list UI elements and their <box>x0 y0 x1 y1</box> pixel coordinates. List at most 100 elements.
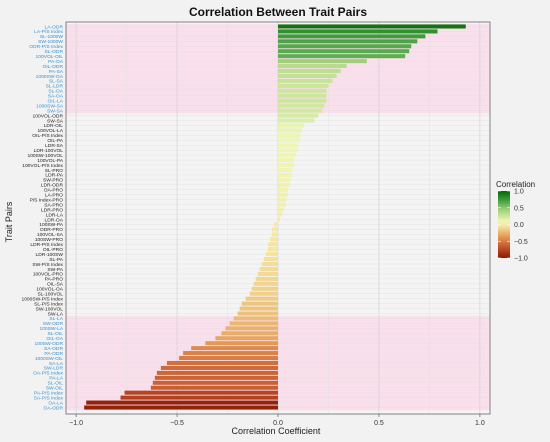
y-tick-label: 1000SW-SA <box>36 103 64 109</box>
y-tick-label: ODR-PRO <box>40 227 63 233</box>
y-tick-label: P/S Index-PRO <box>30 197 64 203</box>
bar <box>278 138 301 143</box>
y-tick-label: 100VOL-LA <box>37 128 63 134</box>
y-tick-label: 100VOL-SA <box>37 232 64 238</box>
bar <box>150 385 278 390</box>
bar <box>278 83 329 88</box>
y-tick-label: OIL-SA <box>47 282 64 288</box>
y-tick-label: LDR-P/S Index <box>30 242 63 248</box>
bar <box>154 375 278 380</box>
bar <box>183 351 278 356</box>
bar <box>278 133 301 138</box>
bar <box>215 336 278 341</box>
bar <box>278 148 299 153</box>
bar <box>278 118 315 123</box>
bar <box>265 252 278 257</box>
bar <box>278 212 283 217</box>
x-tick-label: 1.0 <box>475 420 485 427</box>
bar <box>120 395 278 400</box>
bar <box>160 365 278 370</box>
bar <box>278 108 323 113</box>
bar <box>271 227 278 232</box>
chart-title: Correlation Between Trait Pairs <box>189 5 367 19</box>
y-tick-label: LDR-OA <box>45 217 64 223</box>
y-tick-label: LA-PRO <box>45 193 63 199</box>
y-tick-label: SW-OIL <box>46 386 64 392</box>
y-tick-label: LDR-100SW <box>36 252 64 258</box>
bar <box>278 59 367 64</box>
bar <box>251 286 278 291</box>
y-tick-label: ODR-P/S Index <box>29 44 63 50</box>
x-tick-label: −0.5 <box>170 420 184 427</box>
bar <box>205 341 278 346</box>
y-tick-label: OIL-PA <box>47 138 63 144</box>
y-tick-label: OIL-ODR <box>43 64 64 70</box>
bar <box>225 326 278 331</box>
y-tick-label: SL-OA <box>48 89 63 95</box>
y-tick-label: OIL-P/S Index <box>32 133 63 139</box>
y-tick-label: SW-SA <box>47 108 64 114</box>
bar <box>278 68 341 74</box>
y-tick-label: 100VOL-PRO <box>33 272 63 278</box>
y-tick-label: 100SW-PRO <box>35 237 63 243</box>
y-tick-label: SA-ODR <box>44 346 63 352</box>
y-tick-label: LA-P/S Index <box>34 29 63 35</box>
x-axis-title: Correlation Coefficient <box>232 426 321 436</box>
y-tick-label: OA-LA <box>48 400 63 406</box>
bar <box>278 207 285 212</box>
y-tick-label: SL-P/S Index <box>34 301 63 307</box>
bar <box>278 64 347 69</box>
bar <box>273 222 278 227</box>
y-tick-label: SA-PRO <box>44 202 63 208</box>
y-axis-title: Trait Pairs <box>4 201 14 242</box>
bar <box>278 217 281 222</box>
bar <box>241 301 278 306</box>
y-tick-label: LDR-OIL <box>44 123 64 129</box>
bar <box>278 98 327 103</box>
y-tick-label: PA-PRO <box>45 277 64 283</box>
bar <box>278 177 291 182</box>
bar <box>179 356 278 361</box>
bar <box>267 247 278 252</box>
y-tick-label: LDR-ODR <box>41 183 64 189</box>
bar <box>239 306 278 311</box>
y-tick-label: LDR-100VOL <box>34 148 64 154</box>
bar <box>229 321 278 326</box>
bar <box>257 271 278 276</box>
legend-tick-label: 1.0 <box>514 189 524 196</box>
y-tick-label: OA-ODR <box>43 405 63 411</box>
bar <box>278 49 410 54</box>
y-tick-label: 100VOL-OA <box>36 287 63 293</box>
bar <box>267 242 278 247</box>
bar <box>278 158 295 163</box>
y-tick-label: 100SW-PA <box>39 222 63 228</box>
y-tick-label: SW-ODR <box>43 321 64 327</box>
bar <box>278 88 327 93</box>
y-tick-label: 1000SW-OA <box>36 74 64 80</box>
bar <box>278 113 319 118</box>
y-tick-label: SL-LA <box>49 316 63 322</box>
y-tick-label: 100VOL-ODR <box>33 113 64 119</box>
bar <box>278 34 426 39</box>
y-tick-label: SL-100VOL <box>37 292 63 298</box>
bar <box>253 281 278 286</box>
x-tick-label: 0.5 <box>374 420 384 427</box>
bar <box>278 103 325 108</box>
y-tick-label: 100SW-100VOL <box>27 153 63 159</box>
y-tick-label: LDR-SA <box>45 143 64 149</box>
bar <box>278 128 303 133</box>
color-legend: Correlation 1.0 0.5 0.0 −0.5 −1.0 <box>496 180 535 263</box>
y-tick-label: SL-PRO <box>45 168 63 174</box>
y-tick-label: OIL-LA <box>48 99 64 105</box>
y-tick-label: 100VOL-OIL <box>36 54 64 60</box>
y-tick-label: 100VOL-PA <box>37 158 63 164</box>
y-tick-label: SA-OA <box>48 94 64 100</box>
y-tick-label: SW-LDR <box>44 366 64 372</box>
y-tick-label: 1000SW-OIL <box>35 356 63 362</box>
bar <box>278 29 438 34</box>
bar <box>124 390 278 395</box>
bar <box>271 232 278 237</box>
y-tick-label: SL-SA <box>49 79 64 85</box>
y-tick-label: SA-LA <box>49 361 64 367</box>
